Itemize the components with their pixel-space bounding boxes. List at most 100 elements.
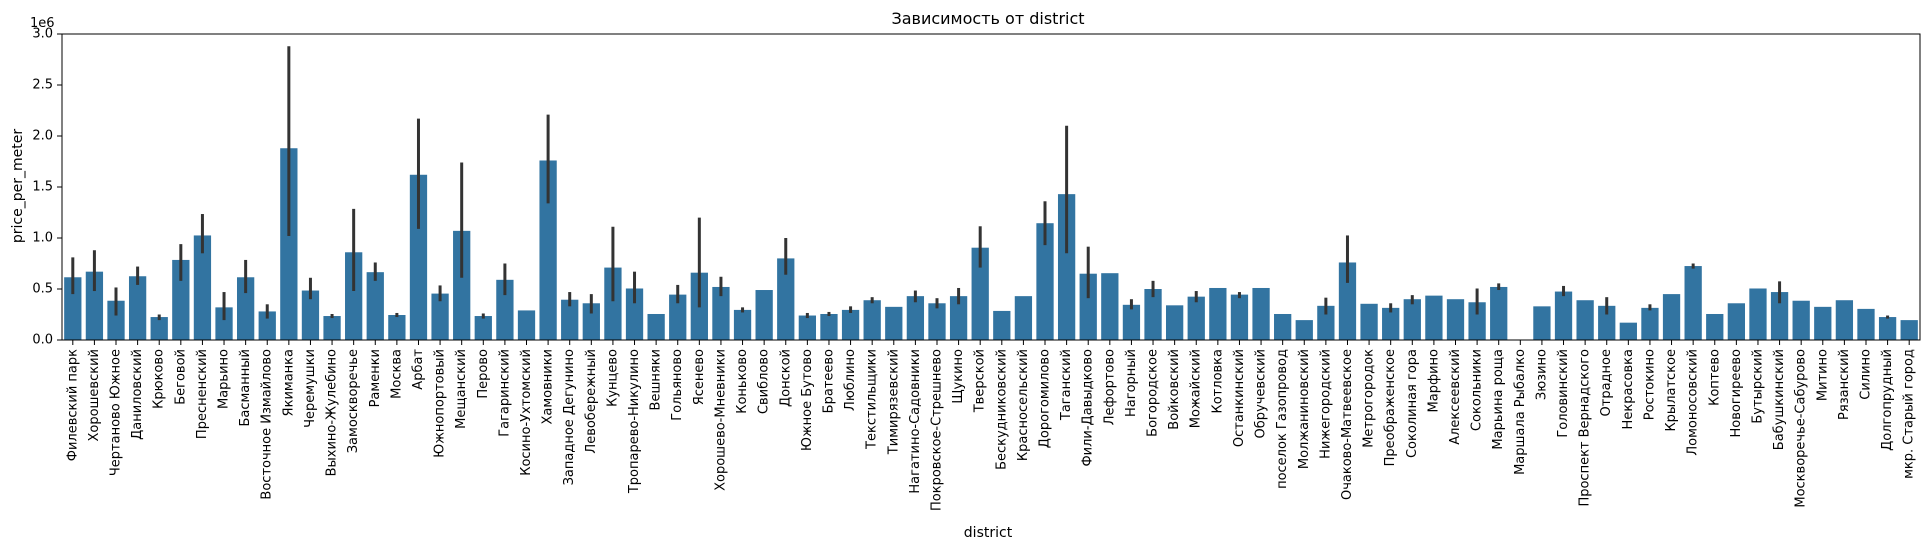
x-tick-label: Марьино [217, 349, 232, 409]
x-tick-label: мкр. Старый город [1902, 349, 1917, 479]
bar [604, 267, 622, 340]
bar [1165, 305, 1184, 340]
bar [1490, 286, 1508, 340]
y-tick-label: 0.0 [32, 333, 53, 348]
x-tick-label: Митино [1815, 349, 1830, 401]
bar [1144, 289, 1162, 340]
bar [885, 306, 903, 340]
bar [1252, 287, 1270, 340]
x-tick-label: Хорошево-Мневники [713, 349, 728, 491]
x-tick-label: Можайский [1189, 349, 1204, 428]
bar [798, 315, 817, 340]
bar [474, 316, 492, 340]
bar [1554, 291, 1573, 340]
x-tick-label: Тверской [973, 349, 988, 413]
bar [1533, 306, 1551, 340]
y-axis: 0.0 0.5 1.0 1.5 2.0 2.5 3.0 [32, 27, 62, 348]
bar [1187, 296, 1205, 340]
x-tick-label: Бутырский [1750, 349, 1765, 424]
x-axis: Филевский парк Хорошевский Чертаново Южное… [65, 340, 1917, 511]
x-tick-label: Проспект Вернадского [1578, 349, 1593, 507]
y-tick-label: 0.5 [32, 282, 53, 297]
bar [1468, 302, 1486, 340]
x-tick-label: Нижегородский [1318, 349, 1333, 459]
x-tick-label: Южнопортовый [433, 349, 448, 458]
x-tick-label: Очаково-Матвеевское [1340, 349, 1355, 500]
bar [539, 160, 557, 340]
bar [1641, 307, 1659, 340]
bar [128, 276, 147, 340]
x-tick-label: Крылатское [1664, 349, 1679, 432]
bar [172, 259, 190, 340]
x-tick-label: Маршала Рыбалко [1513, 349, 1528, 475]
bar [1749, 288, 1767, 340]
y-axis-title: price_per_meter [10, 129, 26, 243]
bar [1857, 308, 1875, 340]
bar [582, 303, 600, 340]
x-tick-label: Нагатино-Садовники [908, 349, 923, 494]
bar [1101, 273, 1119, 340]
bar [647, 313, 665, 340]
bar [323, 316, 341, 340]
bar [64, 277, 82, 340]
x-tick-label: Перово [476, 349, 491, 399]
bar [1036, 223, 1054, 340]
x-tick-label: Молжаниновский [1297, 349, 1312, 469]
x-tick-label: Хорошевский [87, 349, 102, 442]
bar [388, 315, 406, 340]
x-tick-label: Силино [1858, 349, 1873, 400]
bar [1727, 303, 1746, 340]
bar [949, 296, 968, 340]
x-tick-label: Обручевский [1254, 349, 1269, 438]
bar [1814, 306, 1832, 340]
x-tick-label: Отрадное [1599, 349, 1614, 416]
bar [1446, 299, 1465, 340]
x-tick-label: Метрогородок [1362, 349, 1377, 448]
bar [150, 317, 168, 340]
bar [777, 258, 795, 340]
bar [1662, 294, 1681, 340]
bar [1274, 313, 1292, 340]
x-tick-label: Тимирязевский [886, 349, 901, 455]
x-tick-label: Левобережный [584, 349, 599, 454]
bar [280, 148, 298, 340]
x-tick-label: Богородское [1146, 349, 1161, 437]
x-tick-label: Дорогомилово [1038, 349, 1053, 448]
bar [107, 300, 125, 340]
x-tick-label: поселок Газопровод [1275, 349, 1290, 489]
x-tick-label: Крюково [152, 349, 167, 409]
x-tick-label: Фили-Давыдково [1081, 349, 1096, 467]
x-tick-label: Мещанский [454, 349, 469, 429]
x-tick-label: Преображенское [1383, 349, 1398, 466]
x-tick-label: Останкинский [1232, 349, 1247, 447]
x-tick-label: Лефортово [1102, 349, 1117, 425]
x-tick-label: Басманный [238, 349, 253, 427]
bar [993, 310, 1011, 340]
x-tick-label: Гольяново [670, 349, 685, 421]
x-tick-label: Ясенево [692, 349, 707, 405]
x-tick-label: Алексеевский [1448, 349, 1463, 445]
bar [258, 311, 276, 340]
bar [906, 296, 925, 340]
bar [971, 247, 989, 340]
x-tick-label: Москва [389, 349, 404, 399]
bar [301, 290, 320, 340]
x-tick-label: Ростокино [1642, 349, 1657, 420]
x-tick-label: Вешняки [649, 349, 664, 410]
x-tick-label: Пресненский [195, 349, 210, 439]
x-tick-label: Бескудниковский [994, 349, 1009, 470]
x-tick-label: Красносельский [1016, 349, 1031, 461]
bar [1079, 273, 1097, 340]
bar [1122, 304, 1141, 340]
bar [1576, 300, 1594, 340]
x-tick-label: Зюзино [1534, 349, 1549, 400]
y-tick-label: 3.0 [32, 27, 53, 42]
bar [1403, 299, 1421, 340]
bar [236, 277, 255, 340]
x-tick-label: Гагаринский [497, 349, 512, 437]
bar [1706, 313, 1724, 340]
bar [1770, 292, 1789, 340]
bar [561, 299, 579, 340]
bars-layer [64, 148, 1918, 340]
bar [1338, 262, 1357, 340]
